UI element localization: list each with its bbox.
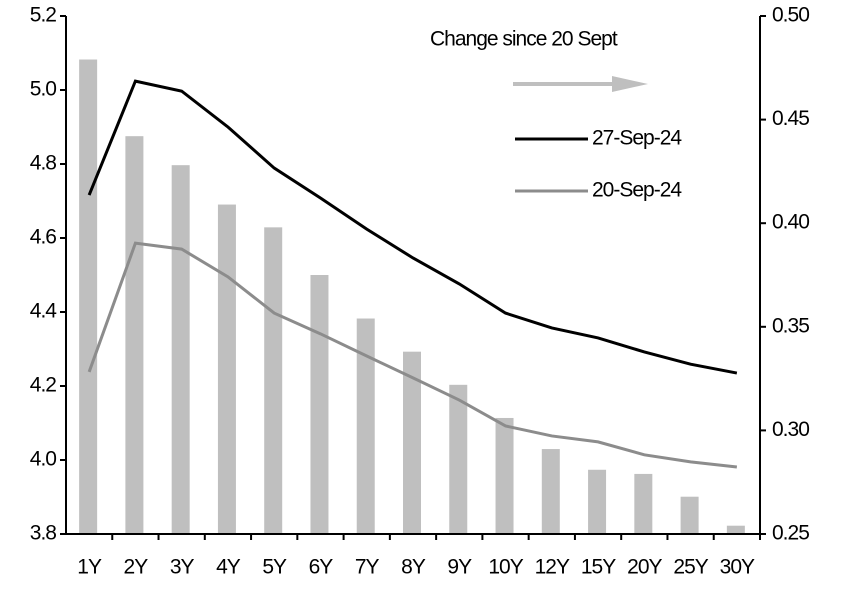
x-tick-label: 2Y [124, 556, 149, 579]
y-tick-label: 3.8 [30, 522, 57, 545]
legend-label: 27-Sep-24 [592, 127, 682, 150]
bar [541, 449, 560, 534]
bar [356, 318, 375, 534]
y2-tick-label: 0.45 [772, 107, 809, 130]
y-tick-label: 4.2 [30, 374, 57, 397]
y-tick-label: 5.2 [30, 4, 57, 27]
legend-label: 20-Sep-24 [592, 179, 682, 202]
x-tick-label: 1Y [77, 556, 102, 579]
x-tick-label: 8Y [401, 556, 426, 579]
x-tick-label: 10Y [488, 556, 523, 579]
bar [449, 384, 468, 534]
x-tick-label: 12Y [535, 556, 570, 579]
bar [588, 469, 607, 534]
x-tick-label: 30Y [720, 556, 755, 579]
x-tick-label: 7Y [355, 556, 380, 579]
bar [264, 227, 283, 534]
y2-tick-label: 0.50 [772, 4, 809, 27]
bar [217, 204, 236, 534]
x-tick-label: 4Y [216, 556, 241, 579]
bar [495, 417, 514, 534]
annotation-arrowhead [612, 76, 648, 92]
y2-tick-label: 0.40 [772, 211, 809, 234]
bar [171, 165, 190, 534]
y-tick-label: 4.4 [30, 300, 58, 323]
y-tick-label: 4.6 [30, 226, 57, 249]
y2-tick-label: 0.30 [772, 418, 809, 441]
annotation: Change since 20 Sept [430, 28, 618, 51]
y-tick-label: 4.8 [30, 152, 57, 175]
y-tick-label: 5.0 [30, 78, 57, 101]
x-tick-label: 9Y [447, 556, 472, 579]
y2-tick-label: 0.35 [772, 314, 809, 337]
x-tick-label: 15Y [581, 556, 616, 579]
bar [680, 496, 699, 534]
x-tick-label: 6Y [309, 556, 334, 579]
y-tick-label: 4.0 [30, 448, 57, 471]
bar [726, 525, 745, 534]
y2-tick-label: 0.25 [772, 522, 809, 545]
bar [79, 59, 98, 535]
x-tick-label: 5Y [262, 556, 287, 579]
line-series [87, 79, 738, 375]
x-tick-label: 3Y [170, 556, 195, 579]
x-tick-label: 25Y [673, 556, 708, 579]
bar [125, 136, 144, 534]
x-tick-label: 20Y [627, 556, 662, 579]
bar [310, 275, 329, 534]
line-series [87, 241, 738, 469]
bar [634, 473, 653, 534]
bar [403, 351, 421, 534]
